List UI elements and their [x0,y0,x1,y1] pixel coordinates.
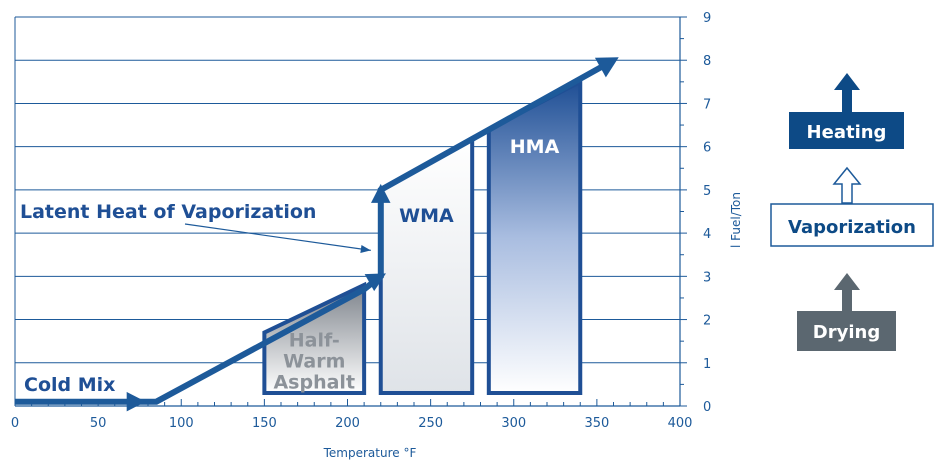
x-tick-label: 0 [11,416,19,431]
cold-mix-label: Cold Mix [24,374,115,396]
hma-region [486,78,583,396]
latent-heat-label: Latent Heat of Vaporization [20,201,316,223]
y-axis: 0 1 2 3 4 5 6 7 8 9 [679,11,711,415]
latent-heat-pointer [184,223,371,251]
half-warm-arrowhead [364,273,386,292]
x-tick-label: 250 [418,416,443,431]
grid [14,16,680,406]
heating-label: Heating [807,122,887,143]
regions: Half-Warm Asphalt WMA HMA [262,78,583,396]
y-tick-label: 2 [703,314,711,329]
drying-box [797,311,896,351]
series [15,57,619,412]
x-tick-label: 150 [252,416,277,431]
annotations: Cold Mix Latent Heat of Vaporization [20,201,371,396]
wma-region [378,134,475,396]
y-tick-label: 5 [703,184,711,199]
x-tick-label: 350 [584,416,609,431]
vaporization-rise-arrowhead [371,183,391,203]
x-tick-label: 100 [169,416,194,431]
y-axis-title: l Fuel/Ton [729,192,743,248]
y-tick-label: 1 [703,357,711,372]
wma-label: WMA [399,205,454,227]
x-axis-title: Temperature °F [323,446,417,460]
y-tick-label: 4 [703,227,711,242]
y-tick-label: 0 [703,400,711,415]
vaporization-arrow-icon [832,166,862,204]
half-warm-asphalt-label: Half-Warm Asphalt [273,330,355,394]
x-axis: 0 50 100 150 200 250 300 350 400 [11,399,693,431]
vaporization-box [770,203,934,247]
half-warm-asphalt-region [262,281,367,396]
y-tick-label: 8 [703,54,711,69]
latent-heat-arrowhead [360,245,371,253]
y-tick-label: 6 [703,141,711,156]
drying-label: Drying [813,322,880,343]
y-tick-label: 7 [703,97,711,112]
x-tick-label: 200 [335,416,360,431]
hma-label: HMA [510,136,560,158]
final-arrowhead [594,57,619,78]
drying-arrow-icon [834,273,860,311]
heating-arrow-icon [834,73,860,112]
process-legend: Heating Vaporization Drying [770,73,934,351]
heating-box [789,112,904,149]
y-tick-label: 3 [703,270,711,285]
y-tick-label: 9 [703,11,711,26]
cold-mix-arrowhead [126,391,146,412]
x-tick-label: 300 [501,416,526,431]
vaporization-label: Vaporization [788,217,916,238]
x-tick-label: 50 [90,416,107,431]
x-tick-label: 400 [668,416,693,431]
